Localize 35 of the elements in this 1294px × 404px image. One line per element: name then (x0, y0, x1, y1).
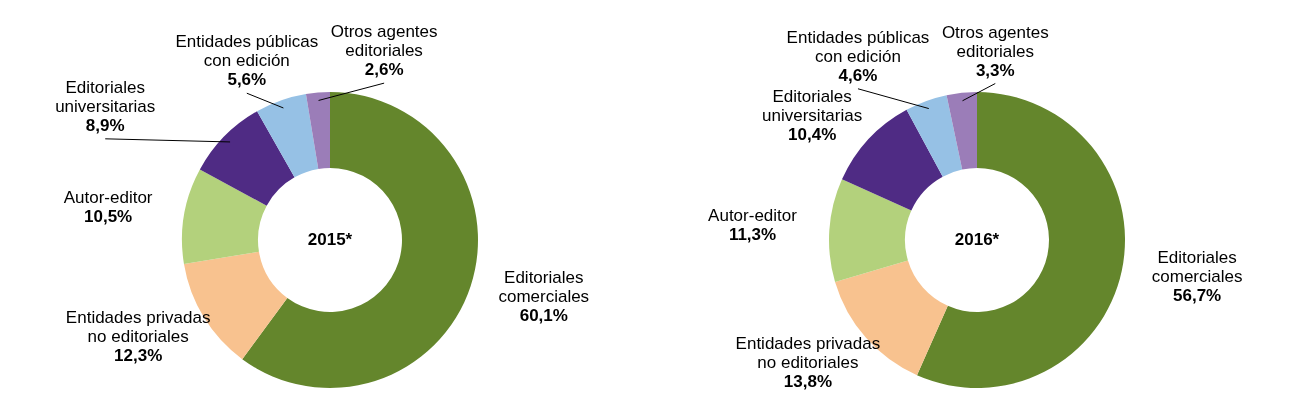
donut-slice (946, 92, 977, 170)
slice-label: Otros agentes editoriales (941, 22, 1049, 61)
slice-label: Entidades públicas con edición (786, 27, 930, 66)
donut-slice (242, 92, 478, 388)
data-label: 56,7% (1173, 286, 1222, 306)
slice-label: Editoriales comerciales (1151, 248, 1243, 287)
slice-label: Autor-editor (708, 206, 798, 226)
donut-slice (906, 95, 963, 177)
data-label: 2,6% (364, 60, 404, 80)
slice-label: Entidades privadas no editoriales (735, 333, 881, 372)
text: 2016* (954, 230, 1000, 249)
data-label: 60,1% (519, 306, 568, 326)
slice-label: Editoriales universitarias (55, 77, 156, 116)
donut-slice (182, 169, 267, 265)
donut-slice (199, 111, 295, 206)
donut-slice (829, 179, 912, 282)
donut-slice (305, 92, 330, 169)
donut-slice (257, 93, 319, 178)
data-label: 10,4% (788, 124, 837, 144)
slice-label: Entidades públicas con edición (175, 32, 319, 71)
data-label: 10,5% (84, 206, 133, 226)
data-label: 11,3% (728, 225, 777, 245)
data-label: 4,6% (838, 65, 878, 85)
data-label: 5,6% (227, 70, 267, 90)
slice-label: Entidades privadas no editoriales (65, 307, 211, 346)
data-label: 13,8% (783, 371, 832, 391)
text: 2015* (307, 230, 353, 249)
slice-label: Autor-editor (63, 187, 153, 207)
slice-label: Editoriales universitarias (762, 86, 863, 125)
donut-slice (917, 92, 1125, 388)
data-label: 8,9% (85, 115, 125, 135)
slice-label: Otros agentes editoriales (330, 22, 438, 61)
slice-label: Editoriales comerciales (498, 268, 590, 307)
data-label: 12,3% (114, 345, 163, 365)
data-label: 3,3% (975, 60, 1015, 80)
